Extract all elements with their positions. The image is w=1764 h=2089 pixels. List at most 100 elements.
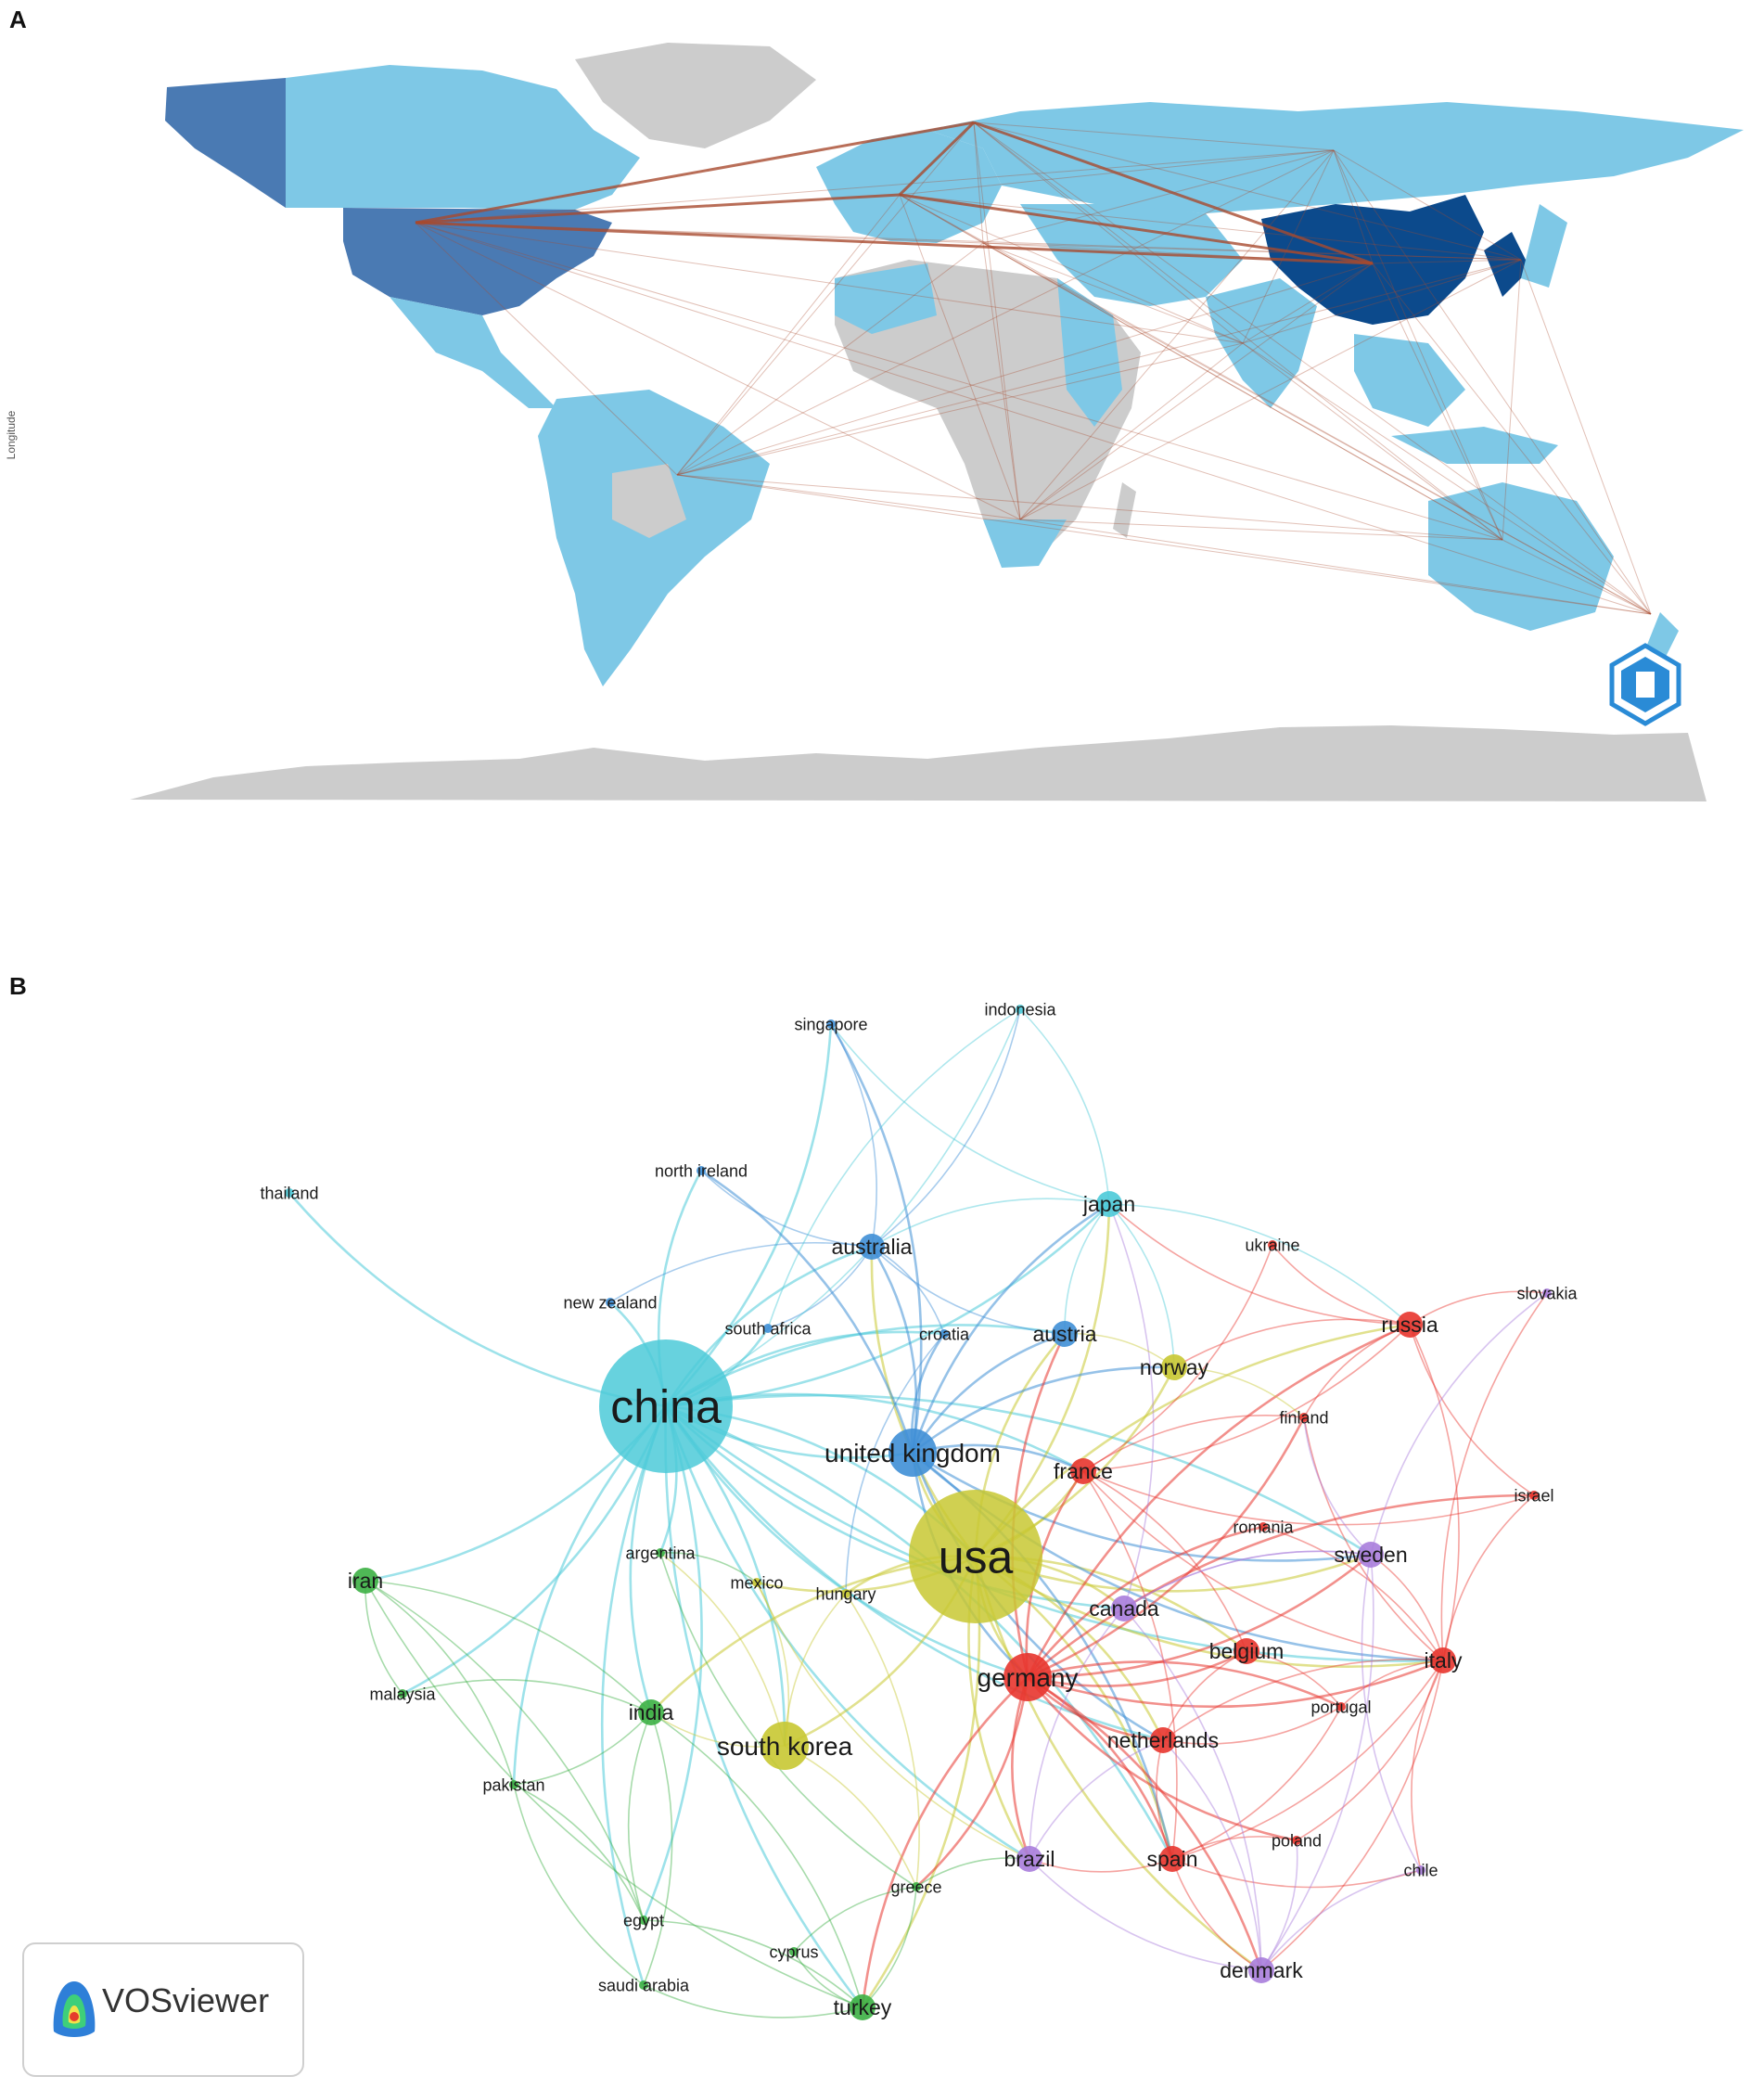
map-link bbox=[1502, 539, 1652, 615]
node-indonesia[interactable] bbox=[1016, 1005, 1025, 1014]
node-label-slovakia: slovakia bbox=[1516, 1284, 1578, 1302]
node-uk[interactable] bbox=[888, 1429, 937, 1477]
node-label-egypt: egypt bbox=[623, 1911, 664, 1929]
vosviewer-icon bbox=[53, 1981, 96, 2037]
node-saudiarabia[interactable] bbox=[639, 1980, 648, 1990]
network-link bbox=[1026, 1525, 1264, 1678]
map-link bbox=[415, 221, 1374, 265]
bibliometrix-logo bbox=[1609, 643, 1681, 726]
node-ukraine[interactable] bbox=[1268, 1240, 1277, 1250]
node-label-newzealand: new zealand bbox=[563, 1293, 657, 1312]
node-brazil[interactable] bbox=[1016, 1846, 1042, 1872]
network-link bbox=[1409, 1324, 1460, 1661]
map-link bbox=[1019, 519, 1652, 615]
node-pakistan[interactable] bbox=[509, 1780, 518, 1789]
node-label-singapore: singapore bbox=[794, 1015, 867, 1033]
node-france[interactable] bbox=[1070, 1458, 1096, 1484]
node-label-belgium: belgium bbox=[1209, 1639, 1285, 1663]
map-link bbox=[973, 122, 1652, 615]
node-northireland[interactable] bbox=[697, 1166, 706, 1175]
node-thailand[interactable] bbox=[285, 1188, 294, 1198]
node-label-france: france bbox=[1054, 1459, 1113, 1483]
node-romania[interactable] bbox=[1259, 1522, 1268, 1532]
node-sweden[interactable] bbox=[1358, 1542, 1384, 1568]
network-link bbox=[1027, 1659, 1444, 1709]
node-israel[interactable] bbox=[1529, 1491, 1539, 1500]
node-chile[interactable] bbox=[1416, 1865, 1425, 1875]
node-china[interactable] bbox=[599, 1339, 733, 1473]
map-link bbox=[676, 474, 1021, 520]
map-link bbox=[1333, 149, 1652, 615]
network-link bbox=[659, 1552, 786, 1747]
network-link bbox=[861, 1676, 1029, 2008]
network-link bbox=[700, 1170, 873, 1248]
node-cyprus[interactable] bbox=[789, 1947, 799, 1956]
node-label-southafrica: south africa bbox=[724, 1319, 812, 1338]
node-mexico[interactable] bbox=[752, 1578, 761, 1587]
node-spain[interactable] bbox=[1159, 1846, 1185, 1872]
map-link bbox=[676, 474, 1503, 541]
node-southkorea[interactable] bbox=[761, 1722, 809, 1770]
node-norway[interactable] bbox=[1161, 1354, 1187, 1380]
node-label-finland: finland bbox=[1279, 1408, 1328, 1427]
node-canada[interactable] bbox=[1111, 1596, 1137, 1621]
node-japan[interactable] bbox=[1096, 1191, 1122, 1217]
node-label-poland: poland bbox=[1272, 1831, 1322, 1850]
map-link bbox=[415, 222, 1021, 520]
network-link bbox=[1027, 1553, 1372, 1679]
node-label-indonesia: indonesia bbox=[984, 1000, 1056, 1019]
map-link bbox=[1242, 342, 1652, 615]
node-netherlands[interactable] bbox=[1150, 1727, 1176, 1753]
node-turkey[interactable] bbox=[850, 1994, 876, 2020]
node-portugal[interactable] bbox=[1336, 1702, 1346, 1711]
node-hungary[interactable] bbox=[841, 1589, 850, 1598]
node-slovakia[interactable] bbox=[1542, 1288, 1552, 1298]
node-belgium[interactable] bbox=[1234, 1638, 1259, 1664]
node-germany[interactable] bbox=[1003, 1653, 1052, 1701]
node-austria[interactable] bbox=[1052, 1321, 1078, 1347]
network-link bbox=[1082, 1470, 1535, 1526]
node-label-southkorea: south korea bbox=[717, 1732, 853, 1761]
node-india[interactable] bbox=[638, 1699, 664, 1725]
map-link bbox=[415, 149, 1335, 224]
network-link bbox=[1303, 1324, 1411, 1418]
panel-label-a: A bbox=[9, 6, 27, 33]
node-usa[interactable] bbox=[909, 1490, 1042, 1623]
network-link bbox=[1156, 1739, 1173, 1860]
node-malaysia[interactable] bbox=[398, 1689, 407, 1698]
map-link bbox=[676, 259, 1522, 476]
network-link bbox=[609, 1241, 873, 1303]
map-link bbox=[676, 194, 901, 476]
map-link bbox=[1242, 342, 1503, 541]
node-finland[interactable] bbox=[1299, 1413, 1309, 1422]
network-link bbox=[1027, 1416, 1306, 1679]
node-label-turkey: turkey bbox=[834, 1995, 892, 2019]
node-label-ukraine: ukraine bbox=[1245, 1236, 1299, 1254]
map-link bbox=[1242, 259, 1522, 344]
map-link bbox=[973, 121, 1374, 265]
network-link bbox=[1027, 1660, 1342, 1709]
node-denmark[interactable] bbox=[1248, 1957, 1274, 1983]
node-newzealand[interactable] bbox=[606, 1298, 615, 1307]
country-shapes bbox=[165, 43, 1744, 686]
node-croatia[interactable] bbox=[940, 1329, 949, 1339]
antarctica-shape bbox=[130, 725, 1706, 801]
node-poland[interactable] bbox=[1292, 1836, 1301, 1845]
network-link bbox=[784, 1593, 847, 1747]
node-iran[interactable] bbox=[352, 1568, 378, 1594]
node-singapore[interactable] bbox=[826, 1019, 836, 1029]
node-australia[interactable] bbox=[859, 1234, 885, 1260]
node-egypt[interactable] bbox=[639, 1916, 648, 1925]
node-russia[interactable] bbox=[1397, 1312, 1423, 1338]
map-link bbox=[1333, 149, 1374, 264]
node-southafrica[interactable] bbox=[763, 1324, 773, 1333]
node-italy[interactable] bbox=[1430, 1647, 1456, 1673]
node-label-brazil: brazil bbox=[1004, 1847, 1055, 1871]
network-link bbox=[911, 1202, 1110, 1454]
network-link bbox=[1064, 1332, 1175, 1368]
map-link bbox=[676, 149, 1335, 476]
node-greece[interactable] bbox=[912, 1882, 921, 1891]
network-link bbox=[975, 1323, 1411, 1557]
network-link bbox=[912, 1365, 1175, 1455]
node-argentina[interactable] bbox=[656, 1548, 665, 1557]
